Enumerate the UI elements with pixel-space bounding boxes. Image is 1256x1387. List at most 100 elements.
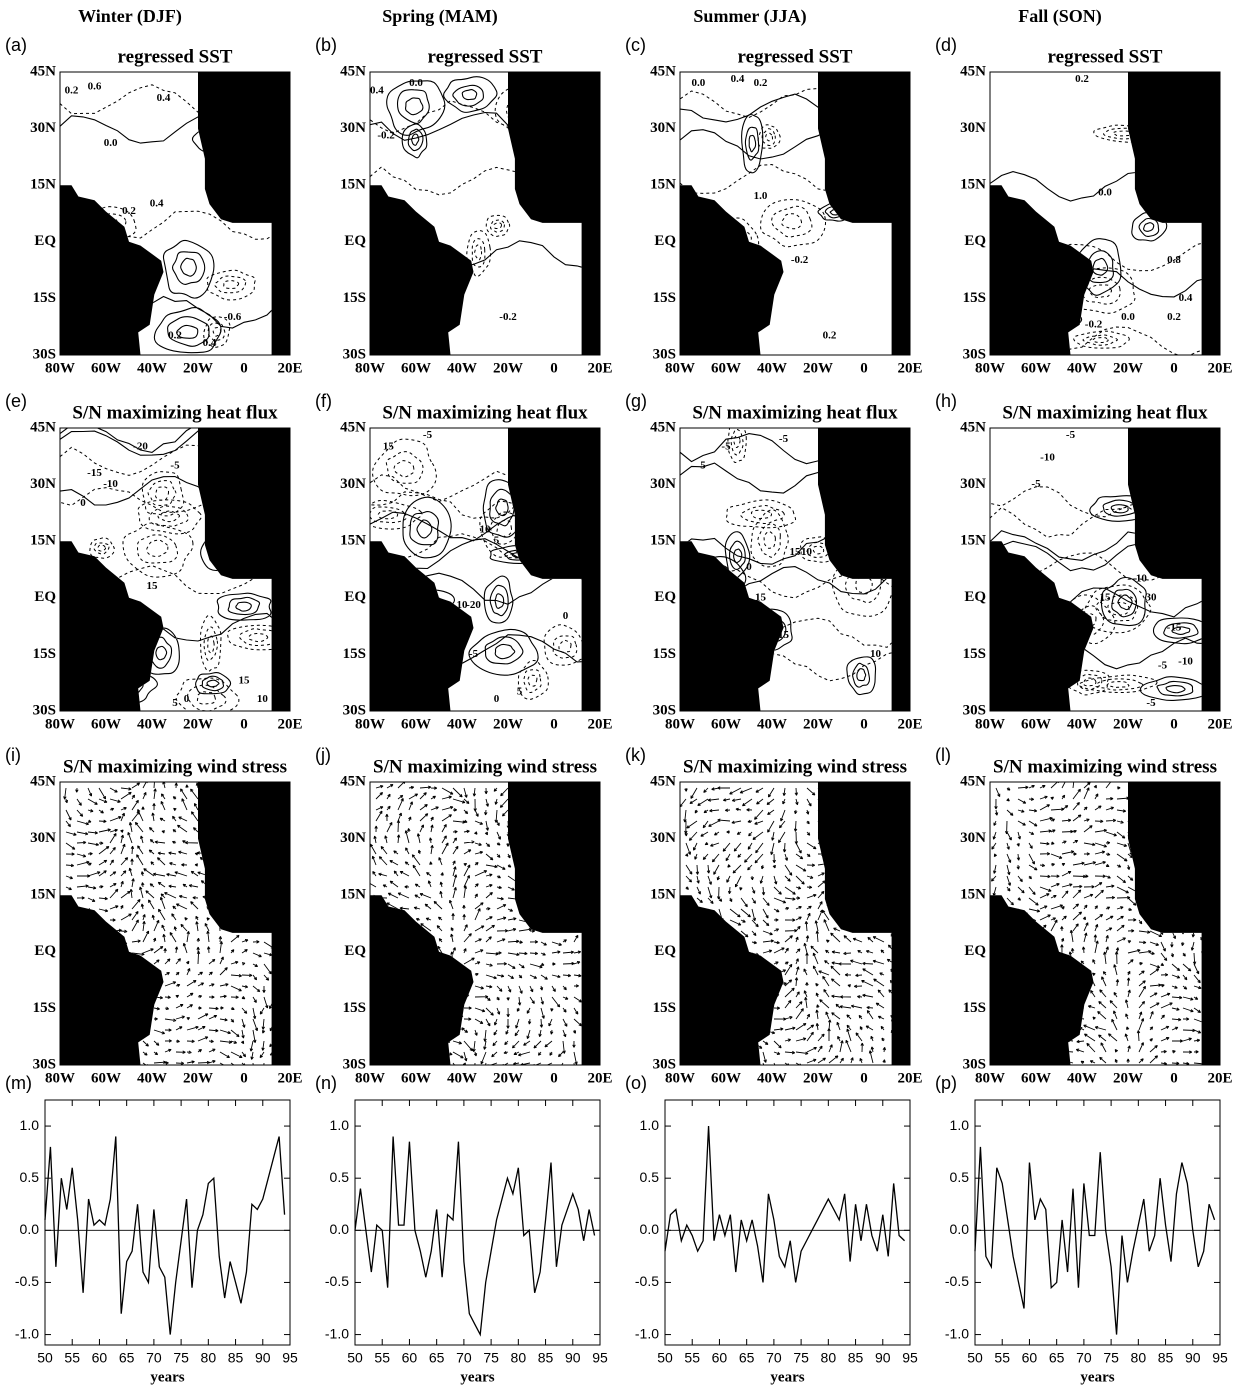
- x-tick-label: 50: [37, 1350, 53, 1366]
- map-y-tick-label: EQ: [654, 233, 676, 249]
- x-tick-label: 60: [402, 1350, 418, 1366]
- x-tick-label: 75: [173, 1350, 189, 1366]
- contour-label: 10: [801, 546, 813, 558]
- column-header: Winter (DJF): [78, 6, 182, 27]
- map-x-tick-label: 0: [860, 716, 868, 732]
- x-tick-label: 90: [1185, 1350, 1201, 1366]
- contour-label: -20: [466, 599, 481, 611]
- panel-title: S/N maximizing heat flux: [72, 402, 278, 423]
- map-x-tick-label: 60W: [401, 1070, 431, 1086]
- panel-title: regressed SST: [428, 46, 543, 67]
- contour-label: 15: [239, 674, 251, 686]
- x-axis-label: years: [150, 1369, 184, 1385]
- y-tick-label: 0.5: [950, 1169, 970, 1185]
- map-y-tick-label: 15S: [343, 646, 366, 662]
- contour-label: -0.2: [499, 311, 517, 323]
- contour-label: 0.0: [692, 77, 706, 89]
- contour-label: -5: [1066, 429, 1076, 441]
- map-x-tick-label: 80W: [665, 716, 695, 732]
- map-x-tick-label: 80W: [975, 1070, 1005, 1086]
- map-x-tick-label: 20E: [897, 1070, 922, 1086]
- x-tick-label: 95: [1212, 1350, 1228, 1366]
- contour-label: 15: [383, 440, 395, 452]
- x-tick-label: 75: [1103, 1350, 1119, 1366]
- map-y-tick-label: 45N: [30, 63, 56, 79]
- contour-label: 10: [480, 523, 492, 535]
- map-y-tick-label: 45N: [30, 773, 56, 789]
- map-y-tick-label: 45N: [340, 63, 366, 79]
- map-y-tick-label: 15S: [343, 1000, 366, 1016]
- contour-label: -0.2: [377, 130, 395, 142]
- contour-label: -15: [87, 467, 102, 479]
- contour-label: -0.2: [1085, 318, 1103, 330]
- x-tick-label: 80: [1131, 1350, 1147, 1366]
- map-x-tick-label: 60W: [91, 360, 121, 376]
- map-x-tick-label: 60W: [711, 360, 741, 376]
- map-y-tick-label: 15S: [33, 290, 56, 306]
- contour-label: 15: [790, 546, 802, 558]
- map-y-tick-label: 30N: [340, 120, 366, 136]
- plot-frame: [665, 1100, 910, 1345]
- column-header: Summer (JJA): [693, 6, 806, 27]
- contour-label: -20: [133, 440, 148, 452]
- map-y-tick-label: EQ: [344, 589, 366, 605]
- map-x-tick-label: 80W: [355, 716, 385, 732]
- y-tick-label: 0.0: [640, 1221, 660, 1237]
- panel-title: S/N maximizing heat flux: [692, 402, 898, 423]
- contour-label: -0.2: [791, 254, 809, 266]
- map-y-tick-label: EQ: [654, 589, 676, 605]
- y-tick-label: 1.0: [20, 1117, 40, 1133]
- x-tick-label: 55: [64, 1350, 80, 1366]
- x-tick-label: 80: [821, 1350, 837, 1366]
- map-y-tick-label: 30N: [650, 830, 676, 846]
- map-y-tick-label: 45N: [650, 773, 676, 789]
- map-x-tick-label: 0: [550, 1070, 558, 1086]
- map-y-tick-label: EQ: [654, 943, 676, 959]
- map-x-tick-label: 20W: [493, 1070, 523, 1086]
- map-y-tick-label: EQ: [344, 943, 366, 959]
- map-y-tick-label: 15S: [653, 646, 676, 662]
- contour-label: 0.2: [122, 205, 136, 217]
- map-x-tick-label: 40W: [137, 360, 167, 376]
- map-x-tick-label: 80W: [355, 360, 385, 376]
- y-tick-label: 0.0: [20, 1221, 40, 1237]
- map-y-tick-label: 30N: [30, 476, 56, 492]
- y-tick-label: -0.5: [945, 1273, 969, 1289]
- map-y-tick-label: EQ: [34, 233, 56, 249]
- map-x-tick-label: 80W: [665, 360, 695, 376]
- map-x-tick-label: 20W: [803, 1070, 833, 1086]
- panel-title: regressed SST: [118, 46, 233, 67]
- contour-label: 0.0: [104, 137, 118, 149]
- panel-letter: (b): [315, 35, 337, 55]
- panel-letter: (a): [5, 35, 27, 55]
- map-x-tick-label: 60W: [1021, 360, 1051, 376]
- contour-label: 15: [755, 591, 767, 603]
- x-tick-label: 85: [848, 1350, 864, 1366]
- map-x-tick-label: 0: [1170, 716, 1178, 732]
- panel-letter: (h): [935, 391, 957, 411]
- line-series: [665, 1126, 905, 1282]
- map-y-tick-label: 15N: [30, 177, 56, 193]
- y-tick-label: 1.0: [330, 1117, 350, 1133]
- contour-label: 5: [172, 697, 178, 709]
- map-x-tick-label: 60W: [1021, 1070, 1051, 1086]
- y-tick-label: -1.0: [325, 1325, 349, 1341]
- map-y-tick-label: EQ: [964, 943, 986, 959]
- map-y-tick-label: 15S: [963, 1000, 986, 1016]
- map-x-tick-label: 40W: [137, 1070, 167, 1086]
- x-tick-label: 75: [483, 1350, 499, 1366]
- panel-letter: (l): [935, 745, 951, 765]
- map-y-tick-label: 30N: [650, 120, 676, 136]
- map-x-tick-label: 20W: [803, 716, 833, 732]
- x-axis-label: years: [1080, 1369, 1114, 1385]
- y-tick-label: -0.5: [635, 1273, 659, 1289]
- contour-label: 0.4: [150, 198, 164, 210]
- map-y-tick-label: EQ: [34, 943, 56, 959]
- x-tick-label: 70: [1076, 1350, 1092, 1366]
- map-x-tick-label: 0: [860, 360, 868, 376]
- contour-label: -5: [1031, 478, 1041, 490]
- contour-label: 0.0: [1121, 311, 1135, 323]
- y-tick-label: 0.5: [330, 1169, 350, 1185]
- panel-title: S/N maximizing wind stress: [993, 756, 1217, 777]
- map-y-tick-label: 15N: [340, 177, 366, 193]
